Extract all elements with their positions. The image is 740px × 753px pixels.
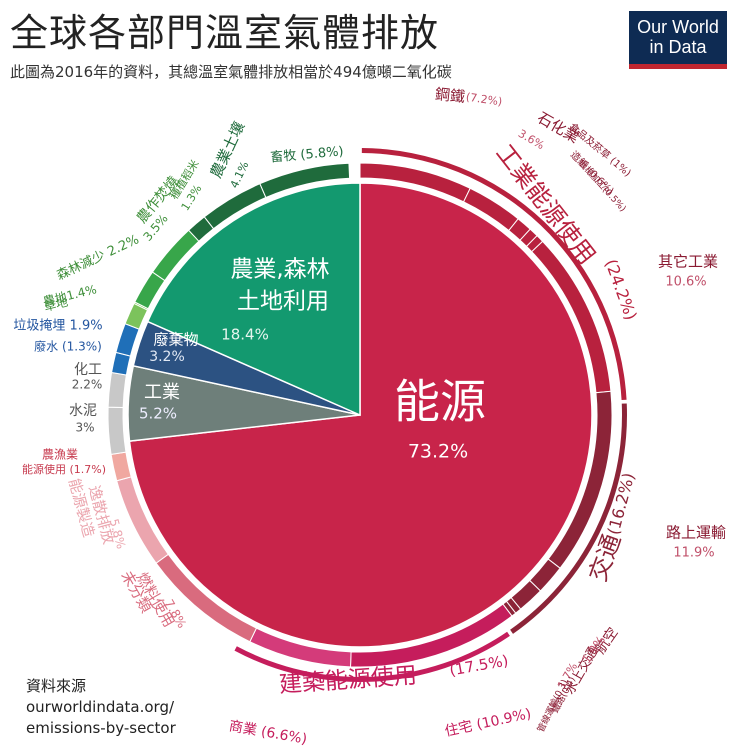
label-chemical: 化工 bbox=[74, 362, 102, 378]
ring-20 bbox=[115, 323, 140, 357]
group-label-buildings: 建築能源使用 bbox=[278, 663, 417, 699]
label-deforestation: 森林減少 2.2% bbox=[54, 231, 142, 283]
owid-logo[interactable]: Our World in Data bbox=[629, 11, 727, 69]
sector-agriculture-name: 農業,森林 bbox=[230, 257, 329, 283]
page-subtitle: 此圖為2016年的資料，其總溫室氣體排放相當於494億噸二氧化碳 bbox=[10, 63, 452, 81]
label-grassland: 草地 bbox=[43, 295, 70, 314]
source-url[interactable]: ourworldindata.org/ bbox=[26, 698, 175, 716]
sector-agriculture-value: 18.4% bbox=[221, 326, 269, 344]
ring-27 bbox=[259, 162, 351, 199]
label-road: 路上運輸 bbox=[666, 524, 726, 542]
group-label-buildings-value: (17.5%) bbox=[448, 651, 510, 679]
label-road-value: 11.9% bbox=[673, 546, 714, 561]
label-commercial: 商業 (6.6%) bbox=[228, 718, 309, 747]
sector-waste-value: 3.2% bbox=[149, 349, 185, 365]
ring-18 bbox=[107, 371, 127, 409]
label-landfill: 垃圾掩埋 1.9% bbox=[13, 319, 102, 334]
sector-agriculture-name-2: 土地利用 bbox=[237, 289, 329, 315]
page-title: 全球各部門溫室氣體排放 bbox=[10, 11, 440, 55]
source-label: 資料來源 bbox=[26, 677, 87, 695]
sector-energy-value: 73.2% bbox=[408, 441, 468, 463]
group-arc-2 bbox=[510, 403, 627, 634]
label-cement-value: 3% bbox=[75, 421, 94, 435]
label-residential: 住宅 (10.9%) bbox=[443, 706, 532, 740]
label-pipeline: 管線運輸(0.3) bbox=[535, 677, 571, 734]
source-url-path[interactable]: emissions-by-sector bbox=[26, 719, 176, 737]
label-chemical-value: 2.2% bbox=[72, 378, 103, 392]
sector-industry-value: 5.2% bbox=[139, 405, 177, 423]
logo-line2: in Data bbox=[649, 37, 707, 57]
sector-energy-name: 能源 bbox=[394, 375, 486, 429]
sector-waste-name: 廢棄物 bbox=[153, 331, 198, 349]
logo-bar bbox=[629, 64, 727, 69]
group-label-industry-energy-value: (24.2%) bbox=[601, 257, 641, 323]
label-wastewater: 廢水 (1.3%) bbox=[34, 339, 102, 354]
ring-16 bbox=[110, 451, 132, 482]
label-cement: 水泥 bbox=[69, 403, 97, 419]
sector-agriculture-slice bbox=[146, 182, 361, 417]
label-other-industry: 其它工業 bbox=[658, 253, 718, 271]
label-steel: 鋼鐵 bbox=[434, 85, 466, 106]
label-other-industry-value: 10.6% bbox=[665, 275, 706, 290]
label-farm-energy-2: 能源使用 (1.7%) bbox=[22, 462, 106, 476]
logo-line1: Our World bbox=[637, 17, 719, 37]
label-farm-energy: 農漁業 bbox=[42, 448, 78, 462]
group-label-transport: 交通 bbox=[584, 530, 627, 585]
source-note: 資料來源 ourworldindata.org/ emissions-by-se… bbox=[26, 676, 176, 739]
label-steel-value: (7.2%) bbox=[465, 91, 503, 109]
label-soil-value: 4.1% bbox=[228, 159, 252, 190]
sector-industry-name: 工業 bbox=[144, 382, 180, 403]
label-livestock: 畜牧 (5.8%) bbox=[270, 143, 344, 165]
ring-17 bbox=[107, 406, 127, 455]
